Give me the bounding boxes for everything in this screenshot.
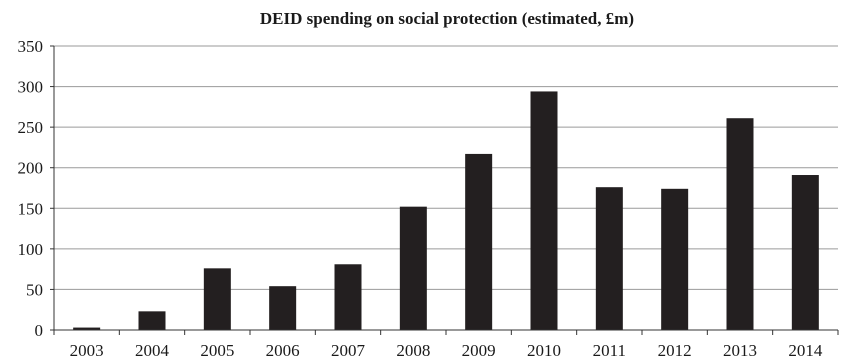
x-tick-label: 2012	[658, 341, 692, 360]
bar-2005	[203, 268, 231, 330]
bar-2013	[726, 118, 754, 331]
x-tick-label: 2010	[527, 341, 561, 360]
y-tick-label: 250	[18, 118, 44, 137]
axes	[50, 45, 839, 335]
gridlines	[54, 45, 838, 290]
x-tick-label: 2011	[593, 341, 626, 360]
bar-2014	[791, 175, 819, 330]
bar-2007	[334, 264, 362, 330]
x-tick-labels: 2003 2004 2005 2006 2007 2008 2009 2010 2011 2012…	[70, 341, 823, 360]
bar-2012	[661, 188, 689, 330]
bar-2010	[530, 91, 558, 330]
bar-2011	[595, 187, 623, 330]
y-tick-label: 100	[18, 240, 44, 259]
y-tick-label: 50	[26, 280, 43, 299]
bar-2003	[73, 327, 101, 330]
x-tick-label: 2003	[70, 341, 104, 360]
y-tick-label: 0	[35, 321, 44, 340]
x-tick-label: 2006	[266, 341, 300, 360]
y-tick-label: 350	[18, 37, 44, 56]
x-tick-label: 2009	[462, 341, 496, 360]
y-tick-label: 150	[18, 199, 44, 218]
bar-2006	[269, 286, 297, 330]
bar-2008	[399, 206, 427, 330]
bars	[73, 91, 819, 331]
y-tick-label: 300	[18, 78, 44, 97]
bar-2009	[465, 153, 493, 330]
x-tick-label: 2004	[135, 341, 170, 360]
y-tick-label: 200	[18, 159, 44, 178]
x-tick-label: 2008	[396, 341, 430, 360]
y-tick-labels: 0 50 100 150 200 250 300 350	[18, 37, 44, 340]
x-tick-label: 2005	[200, 341, 234, 360]
x-tick-label: 2014	[788, 341, 823, 360]
chart-title: DEID spending on social protection (esti…	[260, 9, 634, 28]
x-tick-label: 2007	[331, 341, 366, 360]
bar-2004	[138, 311, 166, 330]
x-tick-label: 2013	[723, 341, 757, 360]
